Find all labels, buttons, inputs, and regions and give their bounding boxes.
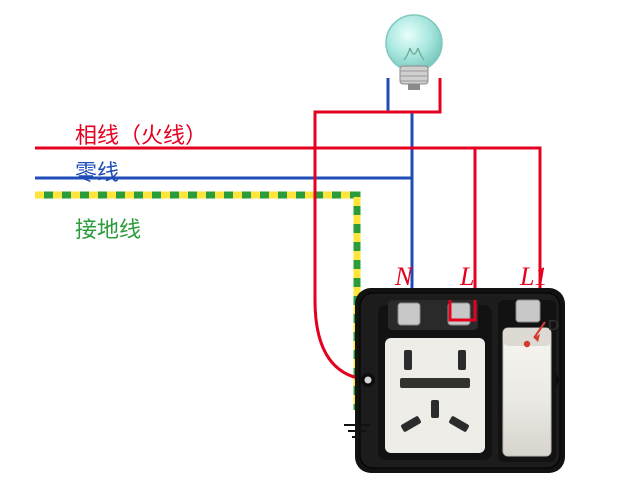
label-terminal-l1: L1 <box>520 262 547 292</box>
label-terminal-n: N <box>395 262 412 292</box>
wire-neutral-bulb <box>388 78 412 178</box>
switch-socket-module <box>355 288 565 473</box>
power-socket[interactable] <box>378 300 492 460</box>
label-d: D <box>548 317 559 334</box>
label-neutral: 零线 <box>75 155 119 187</box>
label-phase: 相线（火线） <box>75 118 207 150</box>
label-terminal-l: L <box>460 262 474 292</box>
light-bulb <box>386 15 442 90</box>
label-ground: 接地线 <box>75 212 141 244</box>
